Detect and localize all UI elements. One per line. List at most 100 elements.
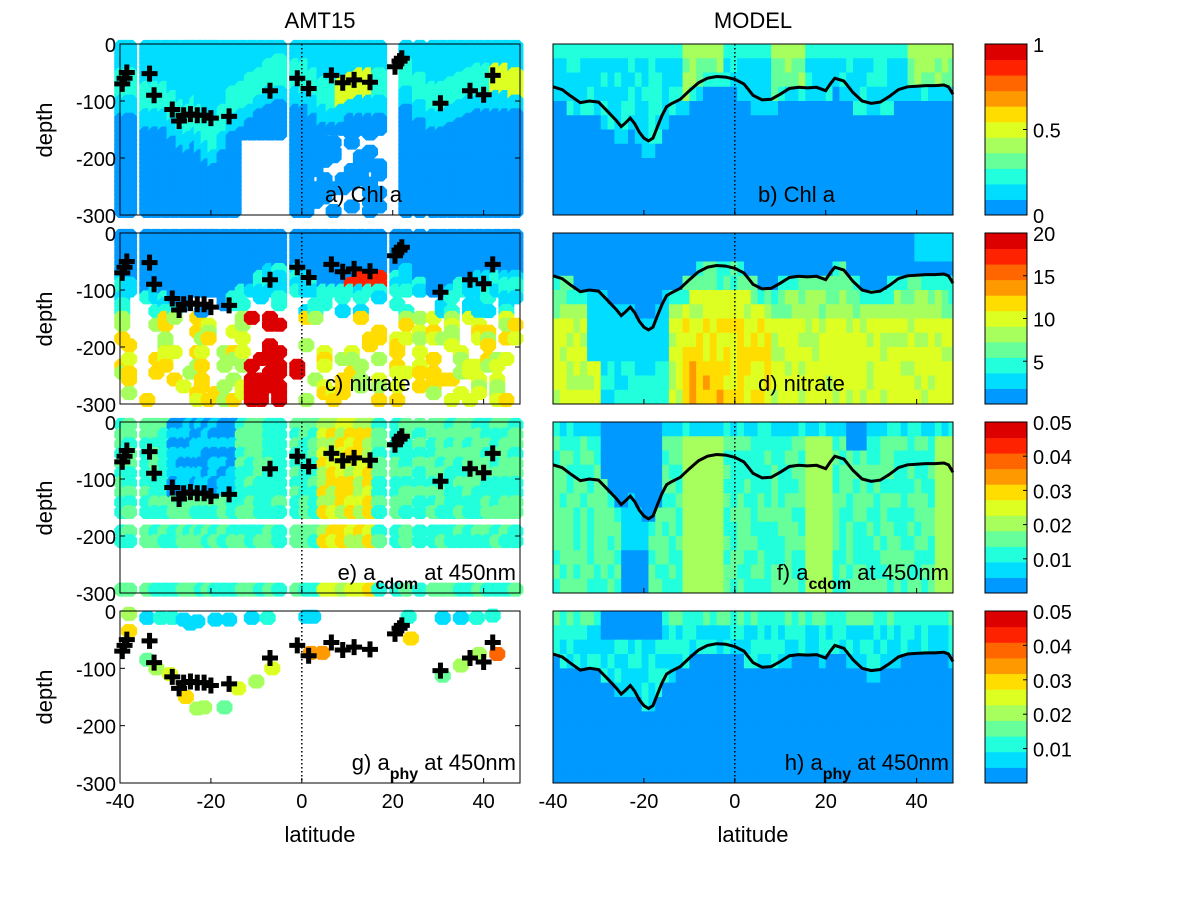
- sample-point: [371, 534, 388, 549]
- heatmap-cell: [866, 550, 875, 566]
- sample-point: [189, 614, 206, 629]
- heatmap-cell: [784, 247, 793, 263]
- heatmap-cell: [716, 464, 725, 480]
- heatmap-cell: [614, 479, 622, 494]
- heatmap-cell: [566, 493, 575, 509]
- heatmap-cell: [784, 172, 793, 188]
- heatmap-cell: [607, 275, 615, 291]
- heatmap-cell: [607, 507, 615, 523]
- heatmap-cell: [600, 550, 609, 566]
- heatmap-cell: [934, 464, 943, 480]
- heatmap-cell: [832, 304, 840, 320]
- heatmap-cell: [880, 507, 888, 523]
- heatmap-cell: [791, 101, 800, 116]
- heatmap-cell: [566, 304, 575, 320]
- heatmap-cell: [607, 247, 615, 263]
- heatmap-cell: [703, 578, 711, 593]
- heatmap-cell: [641, 578, 650, 593]
- heatmap-cell: [607, 101, 615, 116]
- sample-point: [121, 351, 138, 366]
- heatmap-cell: [791, 507, 800, 523]
- heatmap-cell: [648, 347, 656, 362]
- heatmap-cell: [839, 143, 847, 159]
- heatmap-cell: [866, 58, 875, 74]
- heatmap-cell: [846, 143, 854, 159]
- heatmap-cell: [559, 58, 568, 74]
- heatmap-cell: [921, 436, 929, 452]
- heatmap-cell: [573, 172, 581, 188]
- dcm-marker: [323, 256, 340, 273]
- heatmap-cell: [628, 493, 636, 509]
- heatmap-cell: [553, 711, 561, 727]
- sample-point: [352, 379, 369, 394]
- heatmap-cell: [553, 639, 561, 655]
- heatmap-cell: [791, 86, 800, 102]
- heatmap-cell: [655, 479, 663, 494]
- panel-label-f: f) acdom at 450nm: [777, 560, 949, 593]
- heatmap-cell: [682, 521, 690, 537]
- heatmap-cell: [750, 247, 759, 263]
- colorbar-segment: [985, 233, 1027, 250]
- heatmap-cell: [703, 158, 711, 173]
- heatmap-cell: [784, 578, 793, 593]
- heatmap-cell: [675, 550, 684, 566]
- heatmap-cell: [757, 44, 765, 59]
- heatmap-cell: [941, 129, 950, 145]
- heatmap-cell: [730, 361, 738, 377]
- heatmap-cell: [914, 275, 922, 291]
- heatmap-cell: [757, 578, 765, 593]
- heatmap-cell: [887, 550, 895, 566]
- heatmap-cell: [812, 101, 820, 116]
- heatmap-cell: [948, 450, 953, 466]
- heatmap-cell: [921, 304, 929, 320]
- heatmap-cell: [832, 375, 840, 391]
- heatmap-cell: [628, 275, 636, 291]
- heatmap-cell: [743, 115, 752, 131]
- heatmap-cell: [587, 564, 595, 580]
- heatmap-cell: [709, 200, 718, 215]
- heatmap-cell: [593, 44, 602, 59]
- dcm-marker: [202, 299, 219, 316]
- heatmap-cell: [696, 375, 704, 391]
- heatmap-cell: [914, 389, 922, 404]
- heatmap-cell: [587, 493, 595, 509]
- heatmap-cell: [921, 578, 929, 593]
- axes-frame: [119, 610, 521, 784]
- dcm-marker: [221, 675, 238, 692]
- heatmap-cell: [600, 172, 609, 188]
- heatmap-cell: [853, 261, 861, 277]
- heatmap-cell: [696, 550, 704, 566]
- heatmap-cell: [750, 172, 759, 188]
- heatmap-cell: [689, 479, 697, 494]
- heatmap-cell: [928, 332, 936, 348]
- heatmap-cell: [948, 550, 953, 566]
- heatmap-cell: [593, 389, 602, 404]
- heatmap-cell: [805, 578, 813, 593]
- heatmap-cell: [771, 436, 779, 452]
- heatmap-cell: [730, 464, 738, 480]
- heatmap-cell: [866, 233, 875, 248]
- heatmap-cell: [655, 464, 663, 480]
- heatmap-cell: [900, 200, 909, 215]
- heatmap-cell: [628, 389, 636, 404]
- heatmap-cell: [784, 507, 793, 523]
- y-tick-label: -100: [76, 92, 116, 114]
- heatmap-cell: [791, 58, 800, 74]
- heatmap-cell: [689, 564, 697, 580]
- heatmap-cell: [825, 72, 834, 88]
- heatmap-cell: [764, 578, 772, 593]
- heatmap-cell: [593, 578, 602, 593]
- heatmap-cell: [853, 507, 861, 523]
- heatmap-cell: [621, 464, 629, 480]
- colorbar-segment: [985, 121, 1027, 138]
- heatmap-cell: [818, 493, 827, 509]
- heatmap-cell: [580, 536, 588, 551]
- heatmap-cell: [825, 578, 834, 593]
- heatmap-cell: [887, 347, 895, 362]
- heatmap-cell: [580, 275, 588, 291]
- heatmap-cell: [805, 564, 813, 580]
- heatmap-cell: [750, 464, 759, 480]
- dcm-marker: [323, 67, 340, 84]
- heatmap-cell: [593, 550, 602, 566]
- heatmap-cell: [941, 143, 950, 159]
